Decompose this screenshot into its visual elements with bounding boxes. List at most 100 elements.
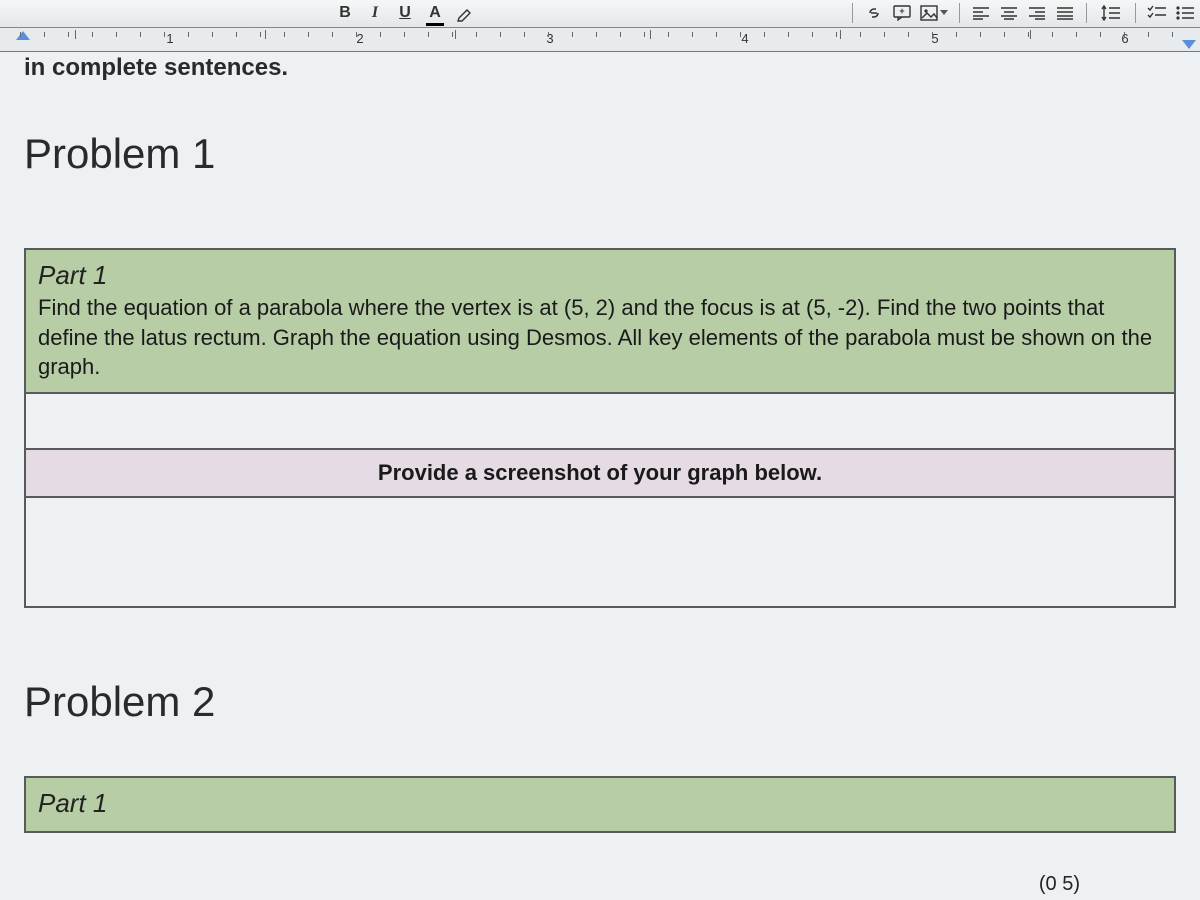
part-1-cell-p2[interactable]: Part 1 (25, 777, 1175, 832)
ruler-tick (980, 32, 981, 37)
formatting-toolbar: B I U A + (0, 0, 1200, 28)
horizontal-ruler[interactable]: 1 2 3 4 5 6 (0, 28, 1200, 52)
ruler-tick (188, 32, 189, 37)
highlight-button[interactable] (454, 2, 476, 24)
ruler-tick (332, 32, 333, 37)
ruler-tick (650, 30, 651, 39)
document-page[interactable]: in complete sentences. Problem 1 Part 1 … (0, 52, 1200, 900)
ruler-tick (572, 32, 573, 37)
ruler-tick (716, 32, 717, 37)
ruler-tick (524, 32, 525, 37)
ruler-tick (812, 32, 813, 37)
ruler-tick (92, 32, 93, 37)
part-1-title-p2: Part 1 (38, 788, 1162, 819)
ruler-tick (428, 32, 429, 37)
svg-text:+: + (899, 6, 904, 16)
align-justify-button[interactable] (1054, 2, 1076, 24)
ruler-tick (476, 32, 477, 37)
ruler-tick (764, 32, 765, 37)
ruler-tick (236, 32, 237, 37)
ruler-tick (212, 32, 213, 37)
ruler-tick (356, 32, 357, 37)
toolbar-divider (959, 3, 960, 23)
align-right-button[interactable] (1026, 2, 1048, 24)
ruler-tick (1030, 30, 1031, 39)
align-left-button[interactable] (970, 2, 992, 24)
insert-link-button[interactable] (863, 2, 885, 24)
ruler-tick (500, 32, 501, 37)
ruler-tick (668, 32, 669, 37)
toolbar-divider (1135, 3, 1136, 23)
ruler-tick (1052, 32, 1053, 37)
text-fragment: in complete sentences. (24, 52, 1176, 106)
text-color-button[interactable]: A (424, 2, 446, 24)
italic-button[interactable]: I (364, 2, 386, 24)
ruler-tick (44, 32, 45, 37)
line-spacing-button[interactable] (1097, 2, 1125, 24)
screenshot-area-cell[interactable] (25, 497, 1175, 607)
ruler-tick (455, 30, 456, 39)
ruler-tick (1076, 32, 1077, 37)
ruler-tick (692, 32, 693, 37)
ruler-tick (1028, 32, 1029, 37)
ruler-tick (308, 32, 309, 37)
ruler-tick (840, 30, 841, 39)
part-1-title: Part 1 (38, 260, 1162, 291)
ruler-tick (860, 32, 861, 37)
ruler-number: 2 (356, 31, 363, 46)
answer-cell[interactable] (25, 393, 1175, 449)
ruler-tick (956, 32, 957, 37)
part-1-body: Find the equation of a parabola where th… (38, 293, 1162, 382)
ruler-tick (164, 32, 165, 37)
problem-2-table: Part 1 (24, 776, 1176, 833)
ruler-tick (620, 32, 621, 37)
bulleted-list-button[interactable] (1174, 2, 1196, 24)
ruler-tick (265, 30, 266, 39)
ruler-tick (1172, 32, 1173, 37)
ruler-tick (1100, 32, 1101, 37)
chevron-down-icon (940, 10, 948, 15)
right-indent-marker[interactable] (1182, 40, 1196, 49)
ruler-tick (932, 32, 933, 37)
problem-1-heading: Problem 1 (24, 130, 1176, 178)
problem-2-heading: Problem 2 (24, 678, 1176, 726)
ruler-tick (260, 32, 261, 37)
ruler-tick (788, 32, 789, 37)
ruler-tick (20, 32, 21, 37)
bottom-text-fragment: (0 5) (1039, 873, 1080, 896)
underline-button[interactable]: U (394, 2, 416, 24)
toolbar-divider (1086, 3, 1087, 23)
ruler-tick (1148, 32, 1149, 37)
ruler-tick (1004, 32, 1005, 37)
ruler-tick (740, 32, 741, 37)
ruler-tick (140, 32, 141, 37)
left-indent-marker[interactable] (16, 31, 30, 40)
ruler-tick (284, 32, 285, 37)
ruler-tick (884, 32, 885, 37)
align-center-button[interactable] (998, 2, 1020, 24)
document-viewport: in complete sentences. Problem 1 Part 1 … (0, 52, 1200, 900)
ruler-tick (68, 32, 69, 37)
part-1-cell[interactable]: Part 1 Find the equation of a parabola w… (25, 249, 1175, 393)
toolbar-divider (852, 3, 853, 23)
ruler-tick (380, 32, 381, 37)
ruler-number: 1 (166, 31, 173, 46)
checklist-button[interactable] (1146, 2, 1168, 24)
ruler-tick (116, 32, 117, 37)
insert-comment-button[interactable]: + (891, 2, 913, 24)
problem-1-table: Part 1 Find the equation of a parabola w… (24, 248, 1176, 608)
screenshot-prompt-cell[interactable]: Provide a screenshot of your graph below… (25, 449, 1175, 497)
ruler-tick (404, 32, 405, 37)
ruler-tick (908, 32, 909, 37)
ruler-number: 6 (1121, 31, 1128, 46)
ruler-tick (644, 32, 645, 37)
ruler-tick (548, 32, 549, 37)
ruler-number: 4 (741, 31, 748, 46)
ruler-tick (452, 32, 453, 37)
ruler-tick (75, 30, 76, 39)
ruler-tick (1124, 32, 1125, 37)
ruler-tick (596, 32, 597, 37)
bold-button[interactable]: B (334, 2, 356, 24)
ruler-tick (836, 32, 837, 37)
insert-image-button[interactable] (919, 2, 949, 24)
